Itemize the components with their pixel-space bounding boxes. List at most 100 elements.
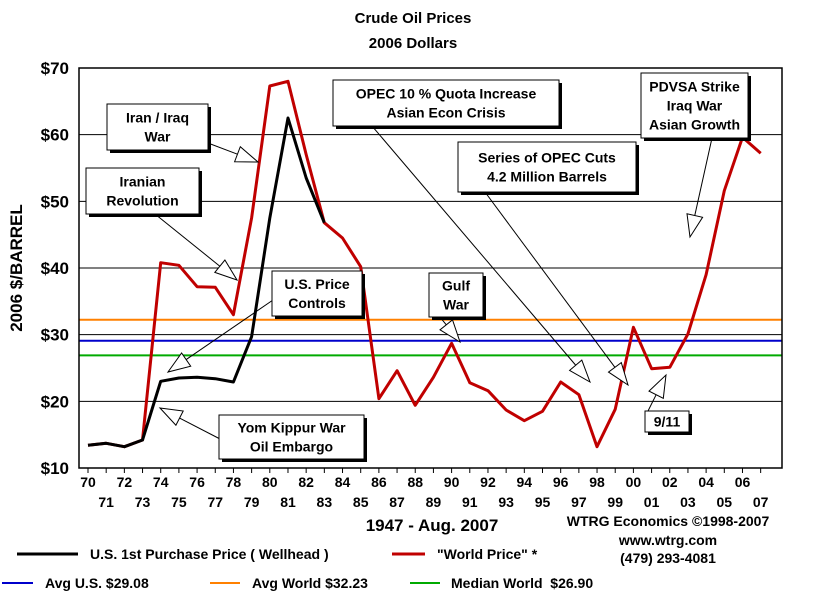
annotation-box: [106, 103, 209, 151]
series-line-world: [87, 79, 762, 449]
annotation-arrow-line: [484, 191, 616, 368]
annotation-text: OPEC 10 % Quota Increase: [356, 86, 537, 102]
x-tick-label: 75: [171, 494, 187, 510]
y-axis-label: 2006 $/BARREL: [7, 204, 26, 332]
annotation-text: Revolution: [106, 193, 178, 209]
annotation: Series of OPEC Cuts 4.2 Million Barrels: [457, 141, 639, 387]
x-tick-label: 94: [517, 474, 533, 490]
annotation-text: Asian Econ Crisis: [386, 105, 505, 121]
annotations: Iran / Iraq War Iranian Revolution U.S. Pric…: [85, 72, 751, 462]
x-axis-ticks: 70 72 74 76 78 80 82 84 86 88 90 92 94 96 98 00 02 04 06 71…: [80, 468, 769, 510]
y-tick-label: $20: [41, 392, 69, 411]
credit-line-1: WTRG Economics ©1998-2007: [567, 513, 770, 529]
annotation-text: Oil Embargo: [250, 439, 333, 455]
chart-subtitle: 2006 Dollars: [369, 35, 457, 52]
annotation-box: [457, 141, 637, 193]
x-tick-label: 82: [298, 474, 314, 490]
annotation-arrow-head: [439, 318, 461, 344]
x-tick-label: 95: [535, 494, 551, 510]
x-tick-label: 89: [426, 494, 442, 510]
legend-label-wellhead: U.S. 1st Purchase Price ( Wellhead ): [90, 546, 329, 562]
y-tick-label: $10: [41, 459, 69, 478]
annotation-arrow-line: [694, 137, 713, 216]
x-tick-label: 90: [444, 474, 460, 490]
annotation-box: [332, 79, 560, 127]
legend: U.S. 1st Purchase Price ( Wellhead ) "Wo…: [2, 546, 593, 591]
x-tick-label: 85: [353, 494, 369, 510]
chart-title: Crude Oil Prices: [355, 10, 472, 27]
annotation-box: [428, 272, 484, 318]
annotation-text: PDVSA Strike: [649, 79, 740, 95]
annotation-text: Iraq War: [667, 98, 723, 114]
annotation-box: [640, 72, 749, 139]
annotation-text: War: [443, 297, 469, 313]
legend-label-world: "World Price" *: [437, 546, 538, 562]
annotation-text: Iranian: [120, 174, 166, 190]
x-tick-label: 88: [407, 474, 423, 490]
annotation-arrow-line: [185, 299, 274, 360]
y-tick-label: $60: [41, 126, 69, 145]
x-tick-label: 76: [189, 474, 205, 490]
annotation-arrow-head: [686, 213, 704, 239]
x-tick-label: 97: [571, 494, 587, 510]
annotation: PDVSA Strike Iraq War Asian Growth: [640, 72, 751, 239]
annotation-text: Series of OPEC Cuts: [478, 150, 616, 166]
annotation: Gulf War: [428, 272, 486, 344]
credit-line-2: www.wtrg.com: [618, 532, 717, 548]
annotation-arrow-head: [648, 373, 667, 400]
annotation-box: [271, 270, 363, 317]
credit-block: WTRG Economics ©1998-2007 www.wtrg.com (…: [567, 513, 770, 566]
annotation-text: 4.2 Million Barrels: [487, 169, 607, 185]
x-tick-label: 77: [207, 494, 223, 510]
x-tick-label: 07: [753, 494, 769, 510]
x-tick-label: 92: [480, 474, 496, 490]
annotation: U.S. Price Controls: [166, 270, 365, 373]
y-tick-label: $40: [41, 259, 69, 278]
legend-label-median-world: Median World $26.90: [451, 575, 593, 591]
x-tick-label: 71: [98, 494, 114, 510]
x-tick-label: 81: [280, 494, 296, 510]
annotation-text: Iran / Iraq: [126, 110, 189, 126]
annotation-box: [644, 410, 690, 433]
legend-label-avg-world: Avg World $32.23: [252, 575, 368, 591]
x-tick-label: 70: [80, 474, 96, 490]
x-tick-label: 98: [589, 474, 605, 490]
annotation-text: Controls: [288, 295, 346, 311]
x-tick-label: 80: [262, 474, 278, 490]
annotation: 9/11: [644, 373, 692, 435]
annotation-arrow-line: [371, 125, 577, 366]
annotation-text: Yom Kippur War: [237, 420, 346, 436]
x-tick-label: 84: [335, 474, 351, 490]
x-tick-label: 02: [662, 474, 678, 490]
x-tick-label: 93: [498, 494, 514, 510]
plot-area-frame: [78, 67, 783, 469]
annotation-text: Gulf: [442, 278, 470, 294]
annotation-text: Asian Growth: [649, 117, 740, 133]
y-axis-ticks: $10 $20 $30 $40 $50 $60 $70: [41, 59, 69, 478]
x-tick-label: 04: [698, 474, 714, 490]
x-tick-label: 72: [117, 474, 133, 490]
x-tick-label: 99: [607, 494, 623, 510]
annotation: Yom Kippur War Oil Embargo: [158, 407, 367, 462]
x-tick-label: 01: [644, 494, 660, 510]
credit-line-3: (479) 293-4081: [620, 550, 716, 566]
annotation: OPEC 10 % Quota Increase Asian Econ Crisi…: [332, 79, 591, 384]
x-tick-label: 06: [735, 474, 751, 490]
x-tick-label: 96: [553, 474, 569, 490]
x-tick-label: 74: [153, 474, 169, 490]
x-axis-label: 1947 - Aug. 2007: [366, 516, 499, 535]
x-tick-label: 87: [389, 494, 405, 510]
y-tick-label: $50: [41, 192, 69, 211]
annotation-arrow-head: [233, 145, 260, 163]
annotation-arrow-head: [166, 352, 192, 373]
reference-lines: [79, 318, 782, 357]
annotation-arrow-line: [647, 394, 657, 412]
x-tick-label: 86: [371, 474, 387, 490]
x-tick-label: 91: [462, 494, 478, 510]
annotation: Iranian Revolution: [85, 167, 239, 281]
annotation-arrow-head: [568, 359, 591, 384]
annotation-box: [85, 167, 200, 215]
legend-label-avg-us: Avg U.S. $29.08: [45, 575, 149, 591]
x-tick-label: 73: [135, 494, 151, 510]
